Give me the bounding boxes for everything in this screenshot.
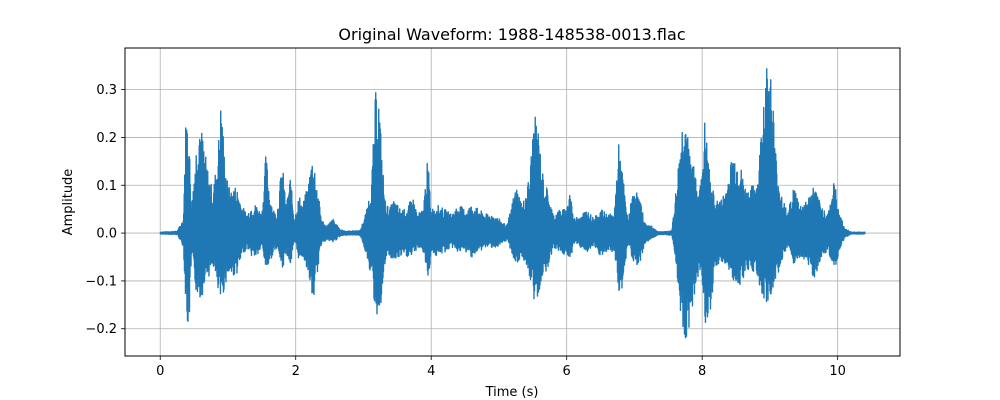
plot-area	[159, 68, 866, 339]
x-axis-label: Time (s)	[485, 385, 539, 400]
y-tick-label: −0.1	[85, 274, 117, 289]
y-tick-label: 0.3	[96, 83, 117, 98]
chart-title: Original Waveform: 1988-148538-0013.flac	[338, 25, 685, 44]
y-tick-label: 0.2	[96, 131, 117, 146]
y-tick-label: 0.1	[96, 179, 117, 194]
y-tick-label: −0.2	[85, 322, 117, 337]
x-tick-label: 6	[563, 364, 571, 379]
x-tick-label: 4	[427, 364, 435, 379]
y-axis-label: Amplitude	[61, 169, 76, 236]
y-axis: −0.2 −0.1 0.0 0.1 0.2 0.3	[85, 83, 125, 337]
grid	[125, 48, 900, 356]
x-tick-label: 2	[292, 364, 300, 379]
x-axis: 0 2 4 6 8 10	[156, 356, 846, 379]
x-tick-label: 8	[698, 364, 706, 379]
x-tick-label: 0	[156, 364, 164, 379]
y-tick-label: 0.0	[96, 227, 117, 242]
waveform-series-line	[159, 68, 866, 339]
x-tick-label: 10	[829, 364, 846, 379]
axes-frame	[124, 47, 901, 357]
